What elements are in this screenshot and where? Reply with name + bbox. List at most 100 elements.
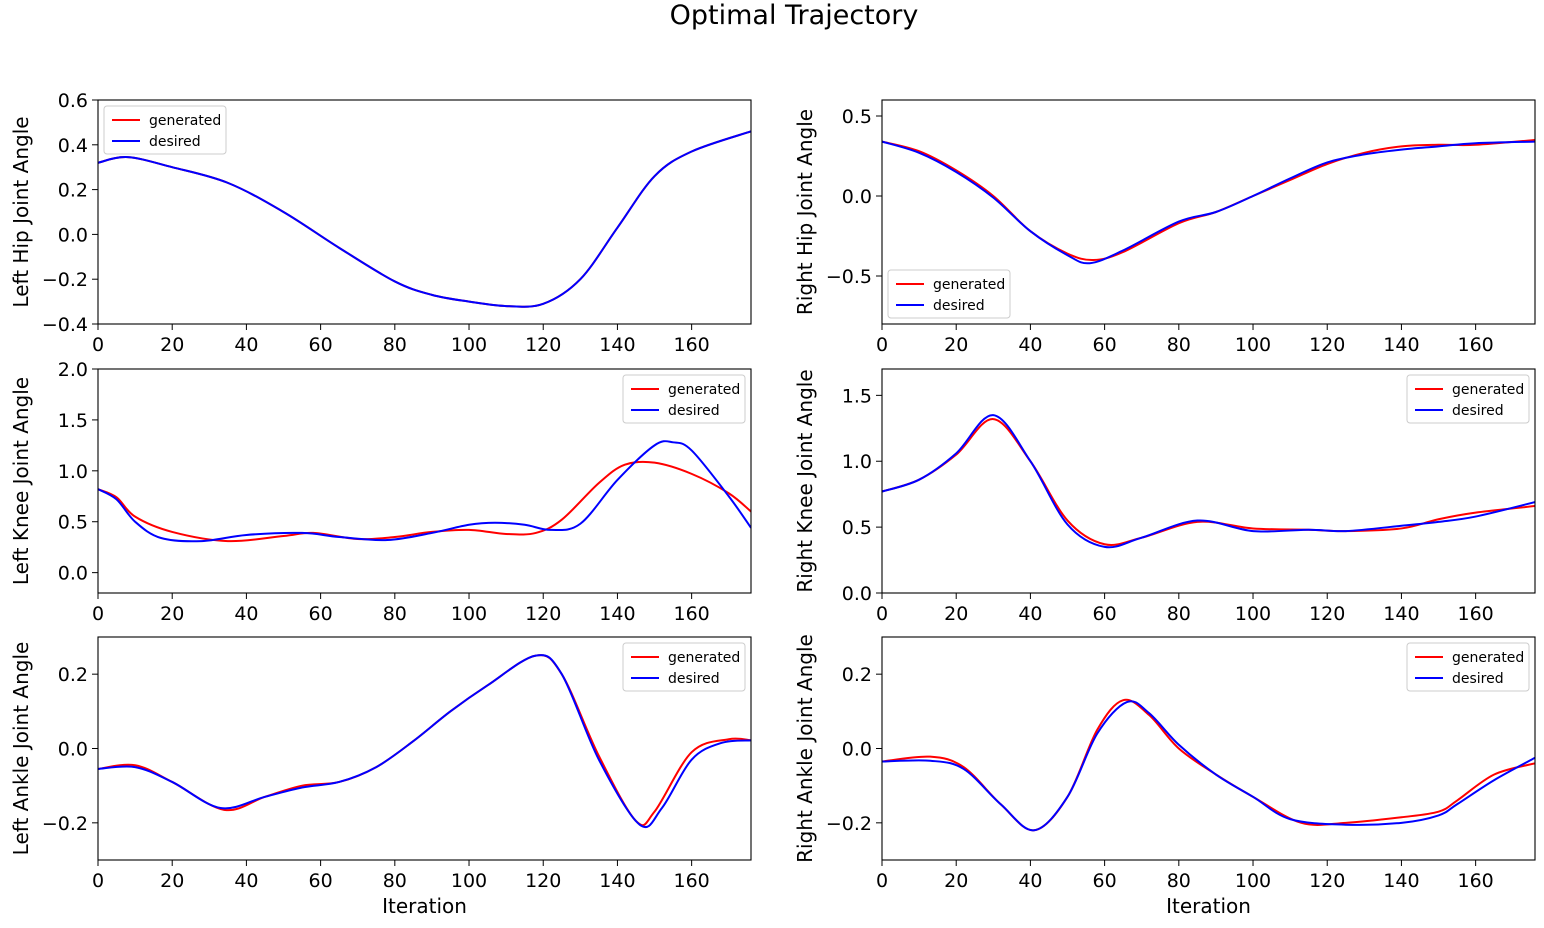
- x-tick-label: 100: [1235, 603, 1271, 625]
- x-tick-label: 40: [1018, 603, 1042, 625]
- subplot-5: 0 20 40 60 80 100 120 140 160 −0.2 0.0 0.2 Left Ankl…: [9, 636, 752, 918]
- series-line-desired: [98, 130, 751, 308]
- x-tick-label: 0: [92, 870, 104, 892]
- figure-title: Optimal Trajectory: [670, 0, 919, 31]
- axes-frame: [881, 99, 1536, 325]
- y-axis-label: Left Knee Joint Angle: [9, 377, 33, 585]
- y-tick-label: 0.2: [842, 664, 872, 686]
- legend-label-desired: desired: [668, 403, 720, 419]
- x-tick-label: 160: [674, 870, 710, 892]
- y-tick-label: 1.0: [842, 451, 872, 473]
- legend-label-desired: desired: [933, 298, 985, 314]
- x-tick-label: 40: [234, 603, 258, 625]
- x-tick-label: 80: [383, 603, 407, 625]
- y-tick-label: −0.2: [42, 269, 88, 291]
- axes-frame: [881, 368, 1536, 594]
- x-tick-label: 120: [1309, 334, 1345, 356]
- x-tick-label: 100: [451, 603, 487, 625]
- x-tick-label: 60: [309, 870, 333, 892]
- series-line-generated: [98, 130, 751, 308]
- x-tick-label: 20: [944, 603, 968, 625]
- x-tick-label: 60: [1093, 334, 1117, 356]
- y-tick-label: 0.2: [58, 180, 88, 202]
- x-tick-label: 80: [1167, 603, 1191, 625]
- x-axis-label: Iteration: [1166, 894, 1251, 918]
- x-tick-label: 20: [160, 334, 184, 356]
- series-line-desired: [882, 700, 1535, 832]
- y-tick-label: 0.5: [58, 512, 88, 534]
- x-axis-label: Iteration: [382, 894, 467, 918]
- legend-label-generated: generated: [149, 113, 221, 129]
- x-tick-label: 60: [309, 334, 333, 356]
- legend: generated desired: [103, 105, 227, 155]
- legend-label-generated: generated: [668, 382, 740, 398]
- x-tick-label: 60: [1093, 603, 1117, 625]
- x-tick-label: 80: [383, 334, 407, 356]
- x-tick-label: 160: [674, 334, 710, 356]
- y-tick-label: 0.0: [842, 739, 872, 761]
- y-tick-label: 0.0: [58, 224, 88, 246]
- legend-label-generated: generated: [933, 277, 1005, 293]
- y-axis-label: Left Ankle Joint Angle: [9, 642, 33, 856]
- y-tick-label: −0.4: [42, 314, 88, 336]
- series-line-generated: [882, 139, 1535, 262]
- y-tick-label: 0.0: [58, 563, 88, 585]
- y-tick-label: 1.0: [58, 461, 88, 483]
- subplot-3: 0 20 40 60 80 100 120 140 160 0.0 0.5 1.0 1.5 2.0 Left…: [9, 359, 752, 625]
- x-tick-label: 160: [1458, 603, 1494, 625]
- legend: generated desired: [622, 642, 746, 692]
- y-tick-label: 0.2: [58, 664, 88, 686]
- x-tick-label: 100: [1235, 334, 1271, 356]
- x-tick-label: 140: [599, 603, 635, 625]
- legend-label-desired: desired: [149, 134, 201, 150]
- subplot-6: 0 20 40 60 80 100 120 140 160 −0.2 0.0 0.2 Right Ank…: [793, 634, 1536, 918]
- y-tick-label: 2.0: [58, 359, 88, 381]
- y-axis-label: Right Knee Joint Angle: [793, 369, 817, 592]
- legend-label-desired: desired: [1452, 671, 1504, 687]
- x-tick-label: 0: [876, 603, 888, 625]
- x-tick-label: 40: [1018, 334, 1042, 356]
- x-tick-label: 120: [1309, 870, 1345, 892]
- y-tick-label: 1.5: [842, 385, 872, 407]
- y-tick-label: 0.5: [842, 106, 872, 128]
- axes-frame: [97, 368, 752, 594]
- x-tick-label: 0: [876, 870, 888, 892]
- x-tick-label: 60: [309, 603, 333, 625]
- x-tick-label: 0: [92, 334, 104, 356]
- subplot-4: 0 20 40 60 80 100 120 140 160 0.0 0.5 1.0 1.5 Right K…: [793, 368, 1536, 625]
- subplot-grid: 0 20 40 60 80 100 120 140 160 −0.4 −0.2 0.0 0.2 0.4 0.…: [9, 90, 1536, 918]
- series-line-generated: [882, 698, 1535, 832]
- x-tick-label: 40: [234, 334, 258, 356]
- legend-label-generated: generated: [1452, 382, 1524, 398]
- series-line-generated: [98, 460, 751, 543]
- x-tick-label: 80: [383, 870, 407, 892]
- x-tick-label: 60: [1093, 870, 1117, 892]
- y-axis-label: Right Hip Joint Angle: [793, 109, 817, 315]
- x-tick-label: 20: [944, 870, 968, 892]
- x-tick-label: 120: [525, 334, 561, 356]
- x-tick-label: 140: [1383, 603, 1419, 625]
- series-line-generated: [882, 418, 1535, 546]
- x-tick-label: 160: [674, 603, 710, 625]
- legend: generated desired: [622, 374, 746, 424]
- x-tick-label: 120: [525, 870, 561, 892]
- x-tick-label: 140: [1383, 334, 1419, 356]
- x-tick-label: 40: [234, 870, 258, 892]
- x-tick-label: 100: [451, 870, 487, 892]
- x-tick-label: 100: [1235, 870, 1271, 892]
- x-tick-label: 140: [599, 334, 635, 356]
- y-tick-label: −0.2: [826, 813, 872, 835]
- y-tick-label: −0.2: [42, 813, 88, 835]
- legend: generated desired: [887, 269, 1011, 319]
- x-tick-label: 120: [525, 603, 561, 625]
- x-tick-label: 0: [92, 603, 104, 625]
- legend: generated desired: [1406, 642, 1530, 692]
- x-tick-label: 160: [1458, 870, 1494, 892]
- x-tick-label: 20: [160, 603, 184, 625]
- y-tick-label: −0.5: [826, 266, 872, 288]
- x-tick-label: 100: [451, 334, 487, 356]
- legend-label-desired: desired: [668, 671, 720, 687]
- series-line-desired: [98, 440, 751, 543]
- legend-label-generated: generated: [668, 650, 740, 666]
